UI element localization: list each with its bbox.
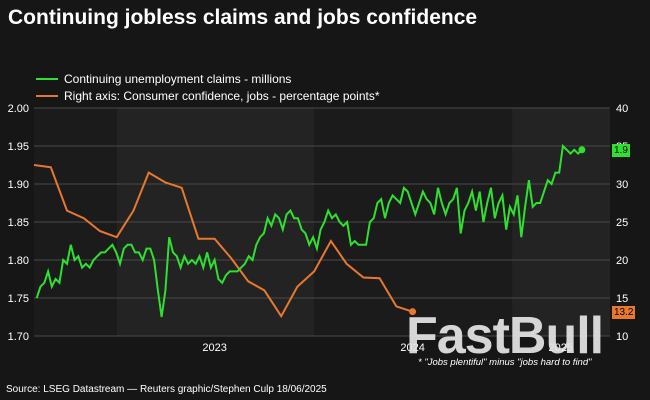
fastbull-watermark: FastBull [406, 307, 604, 365]
left-axis-tick-label: 1.80 [8, 255, 29, 267]
x-axis-tick-label: 2025 [549, 342, 573, 354]
left-axis-tick-label: 1.95 [8, 141, 29, 153]
source-credit: Source: LSEG Datastream — Reuters graphi… [6, 384, 327, 395]
end-value-badge-confidence: 13.2 [612, 305, 636, 319]
x-axis-tick-label: 2023 [202, 342, 226, 354]
legend-label-confidence: Right axis: Consumer confidence, jobs - … [64, 88, 380, 103]
legend-item-confidence: Right axis: Consumer confidence, jobs - … [36, 87, 380, 104]
end-marker-claims [578, 146, 586, 154]
left-axis-tick-label: 2.00 [8, 103, 29, 115]
right-axis-tick-label: 10 [616, 331, 628, 343]
end-marker-confidence [409, 308, 417, 316]
right-axis-tick-label: 40 [616, 103, 628, 115]
right-axis-tick-label: 25 [616, 217, 628, 229]
legend-item-claims: Continuing unemployment claims - million… [36, 70, 380, 87]
end-value-badge-claims: 1.9 [612, 143, 630, 157]
left-axis-tick-label: 1.70 [8, 331, 29, 343]
left-axis-tick-label: 1.90 [8, 179, 29, 191]
legend-swatch-confidence [36, 94, 58, 97]
series-line-confidence [33, 164, 413, 319]
right-axis-tick-label: 30 [616, 179, 628, 191]
chart-title: Continuing jobless claims and jobs confi… [8, 6, 478, 29]
legend-swatch-claims [36, 77, 58, 80]
footnote: * "Jobs plentiful" minus "jobs hard to f… [418, 357, 592, 368]
left-axis-tick-label: 1.85 [8, 217, 29, 229]
series-line-claims [35, 143, 583, 318]
right-axis-tick-label: 20 [616, 255, 628, 267]
legend: Continuing unemployment claims - million… [36, 70, 380, 104]
x-axis-tick-label: 2024 [400, 342, 424, 354]
left-axis-tick-label: 1.75 [8, 293, 29, 305]
legend-label-claims: Continuing unemployment claims - million… [64, 71, 292, 86]
right-axis-tick-label: 15 [616, 293, 628, 305]
